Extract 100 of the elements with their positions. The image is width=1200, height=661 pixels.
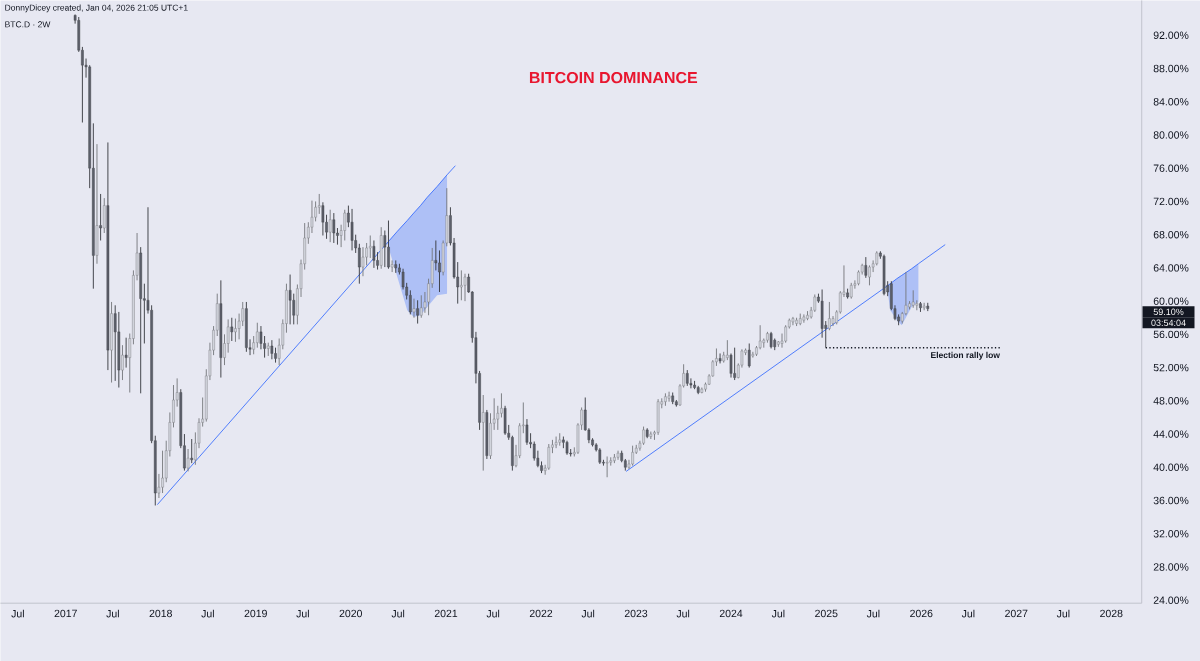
candlestick <box>558 432 562 447</box>
candlestick <box>234 318 237 343</box>
x-tick-label: 2018 <box>149 609 172 618</box>
text: BTC.D · 2W <box>5 21 51 28</box>
candlestick <box>416 299 419 324</box>
candlestick <box>361 246 365 277</box>
candlestick <box>598 447 602 465</box>
y-tick-label: 92.00% <box>1153 31 1189 39</box>
annotation: DonnyDicey created, Jan 04, 2026 21:05 UTC+1 <box>5 4 188 13</box>
x-tick-label: 2022 <box>529 609 553 618</box>
candlestick <box>616 450 620 461</box>
x-tick-label: Jul <box>11 609 24 618</box>
candlestick <box>882 254 886 296</box>
candlestick <box>121 344 124 381</box>
candlestick <box>667 391 671 403</box>
y-tick-label: 28.00% <box>1153 563 1189 571</box>
candlestick <box>379 226 383 270</box>
x-tick-label: Jul <box>961 609 975 618</box>
candlestick <box>726 339 729 361</box>
candlestick <box>525 418 529 446</box>
x-tick-label: 2024 <box>719 609 743 618</box>
x-tick-label: Jul <box>676 609 690 618</box>
x-tick-label: Jul <box>771 609 785 618</box>
candlestick <box>554 436 558 449</box>
x-tick-label: 2025 <box>815 609 838 618</box>
candlestick <box>671 391 674 405</box>
candlestick <box>696 385 700 395</box>
candlestick <box>387 220 390 270</box>
candlestick <box>102 197 106 234</box>
candlestick <box>868 264 871 286</box>
candlestick <box>864 256 868 279</box>
candlestick <box>798 313 802 326</box>
candlestick <box>802 313 806 324</box>
series-label: Election rally low <box>931 351 1000 360</box>
candlestick <box>288 274 292 325</box>
x-tick-label: 2023 <box>624 609 648 618</box>
candlestick <box>922 302 926 311</box>
candlestick <box>245 301 248 353</box>
candlestick <box>372 239 376 269</box>
x-tick-label: 2017 <box>54 609 77 618</box>
candlestick <box>460 269 463 301</box>
candlestick <box>394 259 398 274</box>
candlestick <box>270 339 274 360</box>
candlestick <box>773 337 777 351</box>
candlestick <box>766 331 769 344</box>
candlestick <box>649 431 653 440</box>
candlestick <box>503 405 507 436</box>
y-tick-label: 36.00% <box>1153 496 1189 505</box>
x-tick-label: 2026 <box>910 609 933 618</box>
candlestick <box>911 289 915 309</box>
x-tick-label: 2021 <box>434 609 458 618</box>
text: BITCOIN DOMINANCE <box>529 71 698 84</box>
line-series <box>156 165 456 505</box>
candlestick <box>919 301 922 313</box>
candlestick <box>161 450 164 494</box>
candlestick <box>769 331 773 349</box>
x-tick-label: 2027 <box>1005 609 1028 618</box>
x-tick-label: Jul <box>201 609 214 618</box>
candlestick <box>664 392 667 407</box>
candlestick <box>565 440 569 456</box>
candlestick <box>110 301 113 383</box>
candlestick <box>729 352 733 378</box>
candlestick <box>190 438 193 464</box>
candlestick <box>926 302 930 312</box>
x-tick-label: Jul <box>296 609 309 618</box>
x-tick-label: 2020 <box>339 609 362 618</box>
candlestick <box>489 412 492 460</box>
candlestick <box>368 234 372 259</box>
candlestick <box>106 141 110 371</box>
candlestick <box>846 288 849 300</box>
candlestick <box>332 212 336 244</box>
candlestick <box>828 301 831 331</box>
candlestick <box>849 282 853 300</box>
x-tick-label: Jul <box>1056 609 1070 618</box>
candlestick <box>252 335 255 355</box>
candlestick <box>219 279 223 378</box>
candlestick <box>99 193 102 241</box>
candlestick <box>795 317 798 327</box>
candlestick <box>328 209 332 243</box>
candlestick <box>358 243 361 285</box>
y-tick-label: 68.00% <box>1153 230 1189 239</box>
y-tick-label: 80.00% <box>1153 131 1189 139</box>
x-tick-label: Jul <box>581 609 595 618</box>
y-tick-label: 40.00% <box>1153 463 1189 471</box>
candlestick <box>500 392 503 418</box>
candlestick <box>685 369 689 387</box>
y-tick-label: 24.00% <box>1153 596 1189 604</box>
candlestick <box>186 448 190 472</box>
candlestick <box>722 351 726 363</box>
y-tick-label: 64.00% <box>1153 264 1189 272</box>
y-tick-label: 56.00% <box>1153 330 1189 338</box>
candlestick <box>791 316 795 326</box>
text: 03:54:04 <box>1151 319 1186 326</box>
candlestick <box>747 342 751 368</box>
y-tick-label: 52.00% <box>1153 363 1189 372</box>
candlestick <box>256 322 259 349</box>
candlestick <box>511 435 514 471</box>
candlestick <box>412 298 416 319</box>
candlestick <box>350 208 354 251</box>
candlestick <box>700 387 704 393</box>
